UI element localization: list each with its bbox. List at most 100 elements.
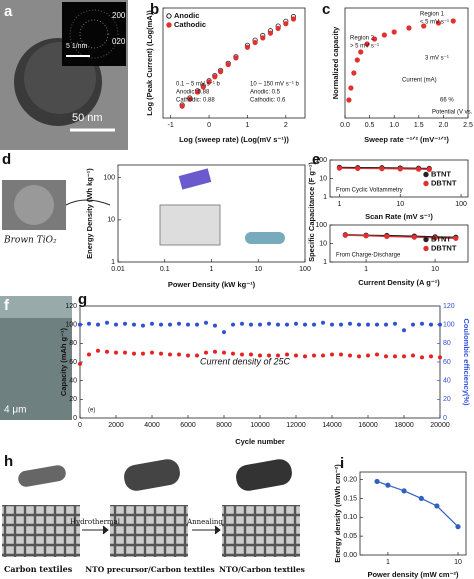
data-point [411,234,417,240]
panel-label: c [322,1,330,18]
series-line [345,234,456,239]
inset-label: 200 [112,11,126,20]
illustration [159,204,221,246]
data-point [329,352,334,357]
data-point [221,330,226,335]
data-point [385,482,391,488]
data-point [364,41,370,47]
data-point [320,353,325,358]
y2-axis-label: Coulombic efficiency(%) [462,318,471,406]
x-tick-label: 10 [396,201,404,208]
step: NTO/Carbon textiles [219,565,305,574]
data-point [371,36,378,42]
y-axis-label: Energy Density (Wh kg⁻¹) [85,168,94,259]
data-point [434,503,440,509]
y-tick-label: 100 [103,175,115,182]
data-point [419,321,424,326]
data-point [437,322,442,327]
x-tick-label: 0.0 [340,122,350,129]
data-point [230,322,235,327]
x-axis-label: Log (sweep rate) (Log(mV s⁻¹)) [179,135,289,144]
data-point [397,166,403,172]
data-point [225,61,231,68]
data-point [379,166,385,172]
y-tick-label: 10 [319,175,327,182]
data-point [381,32,387,38]
legend-label: BTNT [431,234,451,243]
y2-tick-label: 20 [443,396,451,403]
data-point [176,352,181,357]
data-point [158,351,163,356]
data-point [96,348,101,353]
series-line [376,480,459,528]
x-tick-label: 1 [245,122,249,129]
data-point [194,353,199,358]
x-tick-label: 10000 [250,422,270,429]
data-point [194,322,199,327]
data-point [329,322,334,327]
x-tick-label: 1 [364,266,368,273]
x-axis-label: Sweep rate ⁻¹ᐟ² (mV⁻¹ᐟ²) [364,135,449,144]
data-point [78,322,83,327]
data-point [239,352,244,357]
legend-marker [166,22,172,28]
x-axis-label: Power density (mW cm⁻²) [367,570,459,579]
y-tick-label: 0.20 [343,476,357,483]
x-tick-label: 14000 [322,422,342,429]
data-point [233,55,239,61]
data-point [283,21,289,27]
y-tick-label: 60 [69,359,77,366]
legend-marker [423,171,429,178]
x-tick-label: 100 [299,266,311,273]
data-point [437,355,442,360]
annotation: Current density of 25C [200,356,291,366]
x-axis-label: Power Density (kW kg⁻¹) [168,280,256,289]
y2-tick-label: 100 [443,322,455,329]
data-point [248,322,253,327]
scale-text: 4 μm [4,405,26,416]
data-point [78,361,83,366]
data-point [167,322,172,327]
data-point [410,322,415,327]
y-tick-label: 100 [65,322,77,329]
y-tick-label: 100 [315,157,327,164]
y-tick-label: 0.05 [343,533,357,540]
data-point [418,495,424,502]
data-point [230,351,235,356]
y2-tick-label: 0 [443,415,447,422]
x-tick-label: 10 [431,266,439,273]
step: Carbon textiles [4,564,73,574]
fiber [18,465,66,487]
data-point [374,352,379,357]
data-point [351,70,357,76]
data-point [275,322,280,327]
x-tick-label: 0.01 [111,266,125,273]
data-point [257,353,262,358]
data-point [252,39,258,46]
data-point [212,323,217,328]
legend-marker [423,245,429,252]
data-point [453,235,459,241]
data-point [455,524,461,530]
data-point [401,488,407,494]
data-point [187,96,193,102]
x-tick-label: 1.0 [389,122,399,129]
legend-label: DBTNT [431,178,457,187]
x-tick-label: 4000 [144,422,160,429]
scale-text: 50 nm [72,112,103,124]
textile [222,505,300,557]
data-point [435,20,442,26]
annotation: < 5 mV s⁻¹ [420,20,449,26]
data-point [149,321,154,326]
inset-scale: 5 1/nm [66,43,88,50]
data-point [421,23,427,29]
data-point [212,349,217,354]
x-tick-label: 0 [207,122,211,129]
data-point [244,44,251,50]
data-point [114,350,119,355]
sem-top [0,296,72,318]
y-tick-label: 10 [319,240,327,247]
data-point [217,69,224,75]
data-point [203,350,208,355]
data-point [203,320,208,325]
